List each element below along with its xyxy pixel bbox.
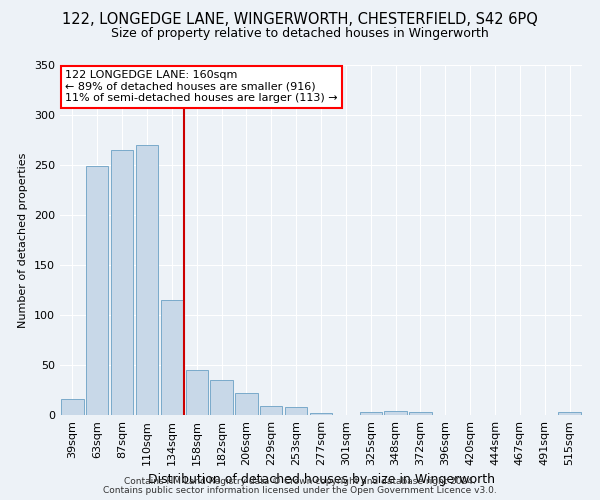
Bar	[409, 412, 431, 415]
Text: Size of property relative to detached houses in Wingerworth: Size of property relative to detached ho…	[111, 28, 489, 40]
Bar	[559, 412, 581, 415]
Bar	[385, 411, 407, 415]
Bar	[111, 150, 133, 415]
Bar	[359, 412, 382, 415]
Text: 122, LONGEDGE LANE, WINGERWORTH, CHESTERFIELD, S42 6PQ: 122, LONGEDGE LANE, WINGERWORTH, CHESTER…	[62, 12, 538, 28]
Bar	[61, 399, 83, 415]
X-axis label: Distribution of detached houses by size in Wingerworth: Distribution of detached houses by size …	[148, 474, 494, 486]
Bar	[185, 370, 208, 415]
Bar	[310, 413, 332, 415]
Y-axis label: Number of detached properties: Number of detached properties	[19, 152, 28, 328]
Bar	[260, 406, 283, 415]
Bar	[161, 300, 183, 415]
Bar	[136, 145, 158, 415]
Bar	[211, 380, 233, 415]
Text: Contains HM Land Registry data © Crown copyright and database right 2024.: Contains HM Land Registry data © Crown c…	[124, 477, 476, 486]
Text: Contains public sector information licensed under the Open Government Licence v3: Contains public sector information licen…	[103, 486, 497, 495]
Bar	[86, 166, 109, 415]
Bar	[285, 407, 307, 415]
Bar	[235, 393, 257, 415]
Text: 122 LONGEDGE LANE: 160sqm
← 89% of detached houses are smaller (916)
11% of semi: 122 LONGEDGE LANE: 160sqm ← 89% of detac…	[65, 70, 338, 103]
